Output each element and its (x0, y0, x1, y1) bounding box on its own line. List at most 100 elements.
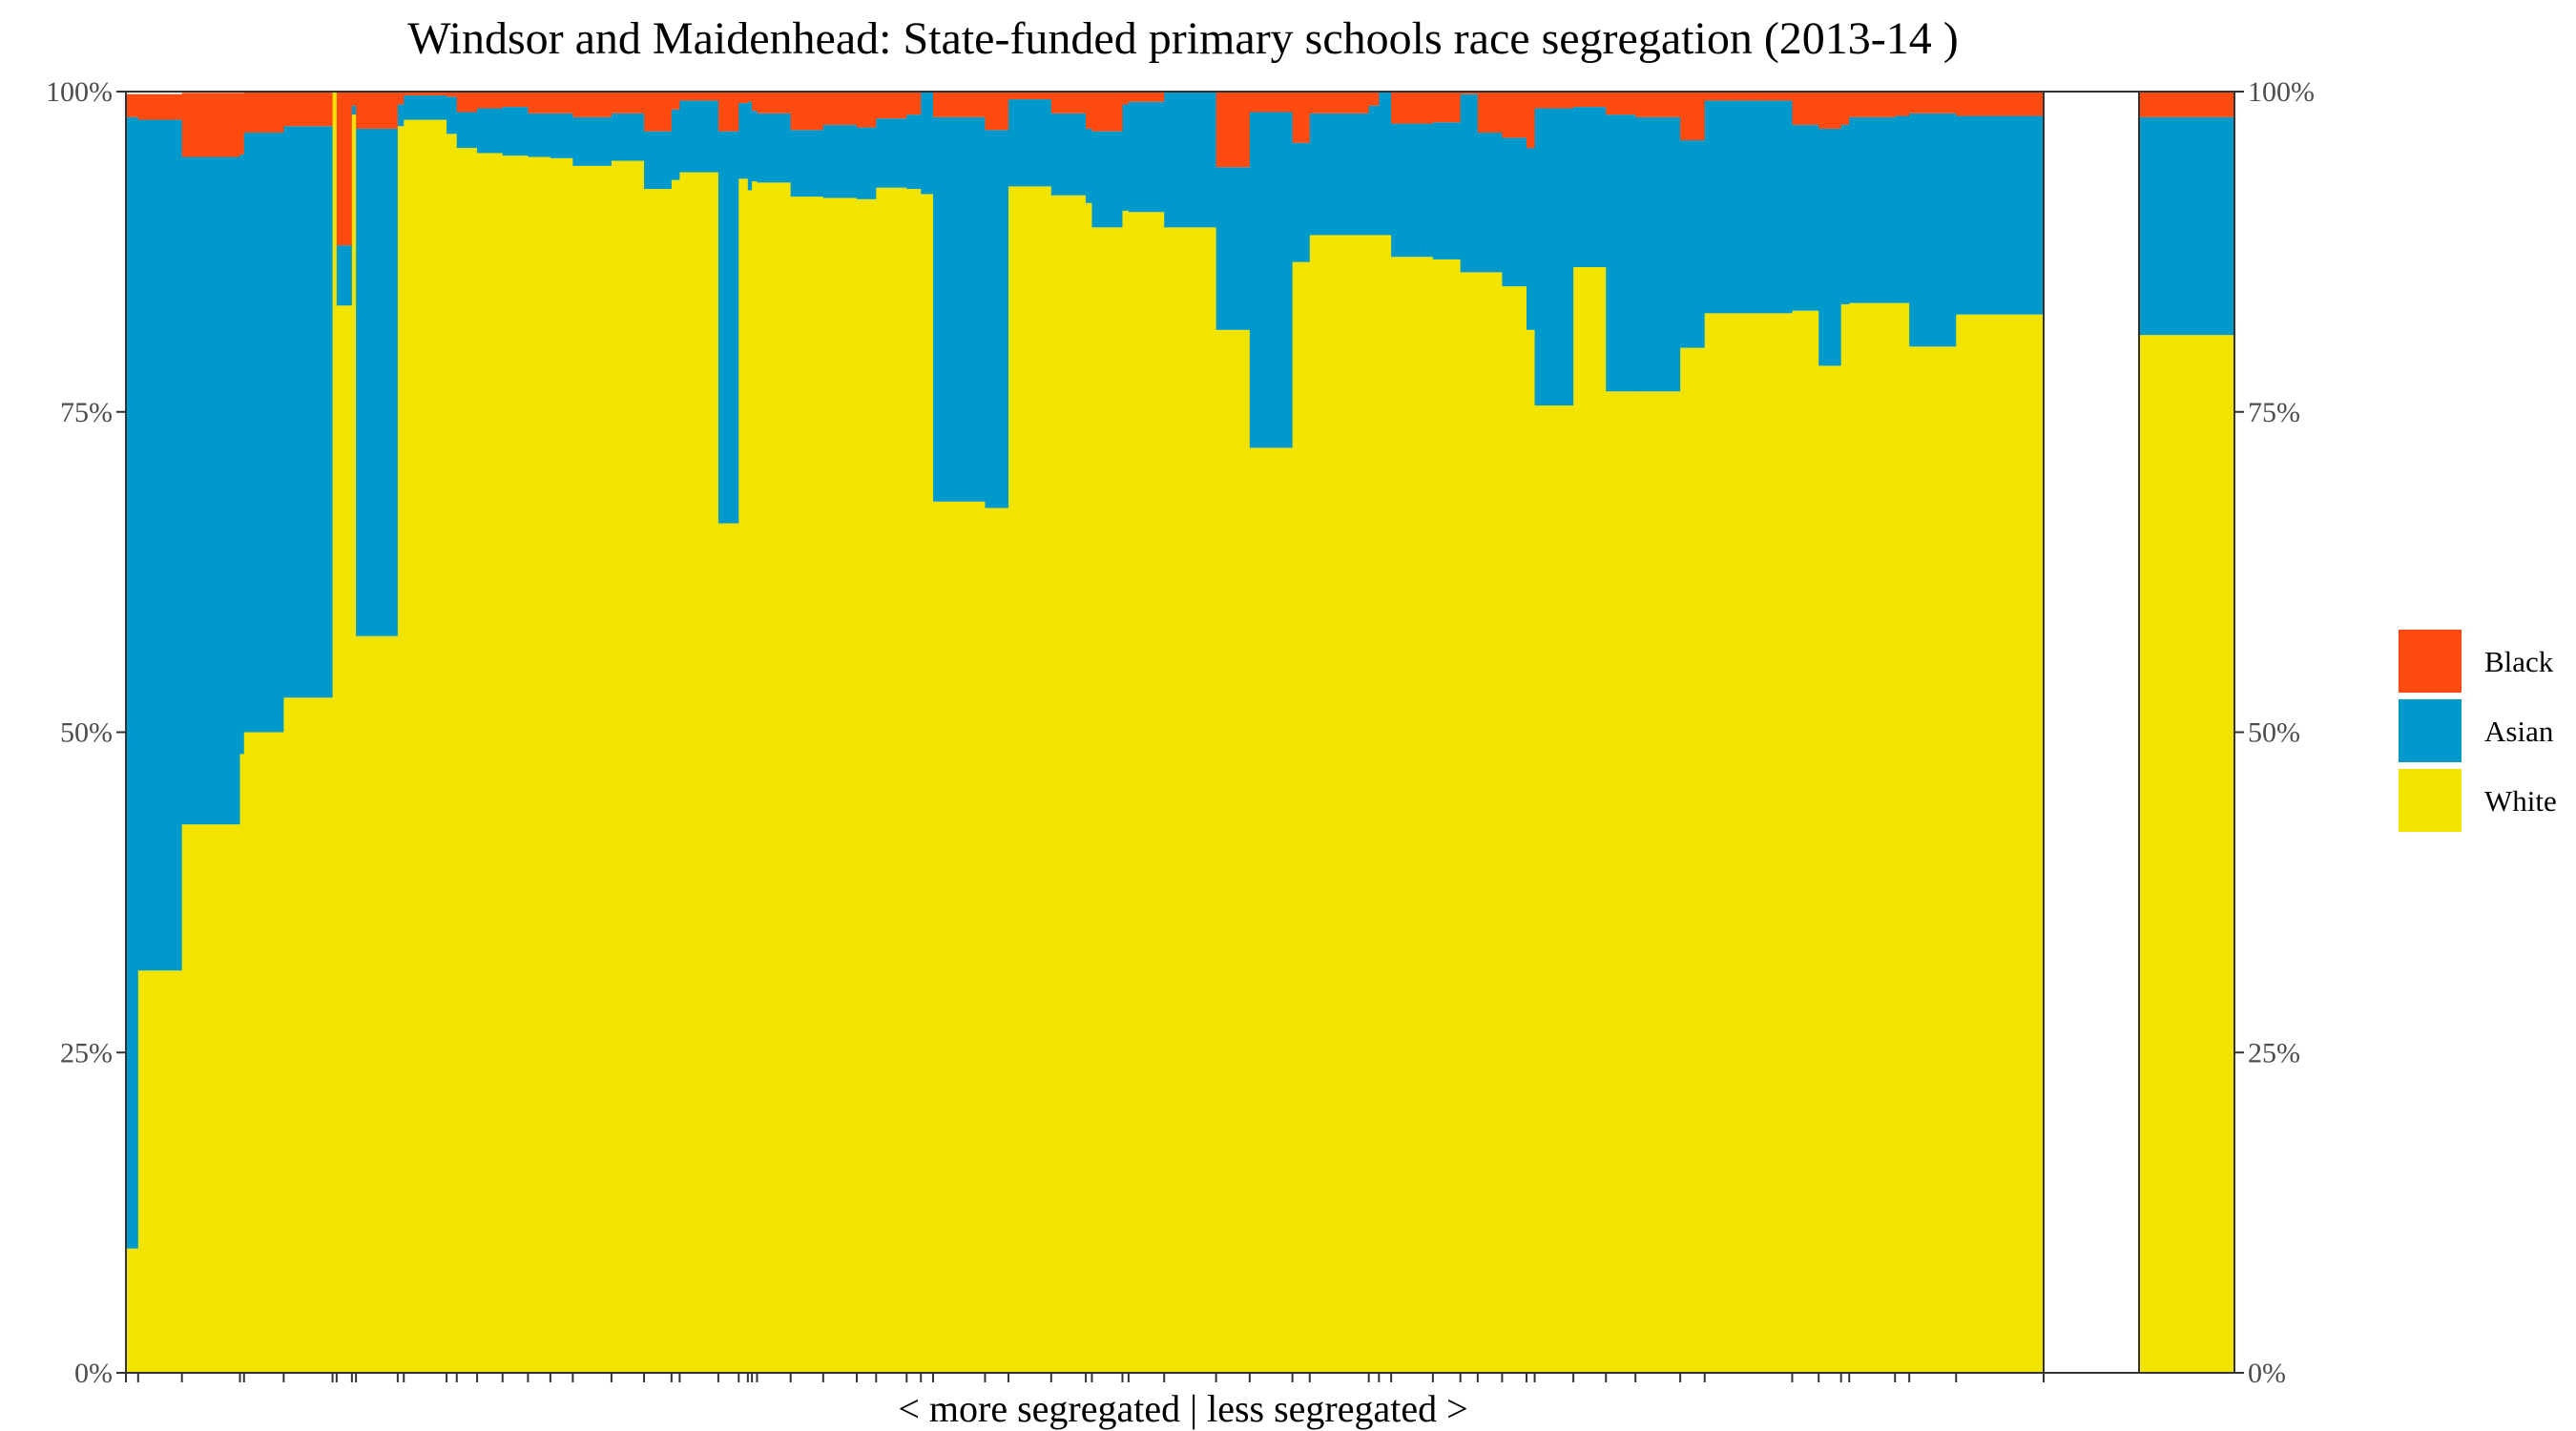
school-36-white-segment (985, 508, 1009, 1373)
school-37-white-segment (1008, 186, 1052, 1373)
school-10-white-segment (356, 635, 399, 1373)
school-51-white-segment (1432, 259, 1462, 1374)
school-58-black-segment (1606, 92, 1636, 115)
school-18-asian-segment (550, 113, 573, 158)
school-49-asian-segment (1379, 92, 1392, 236)
school-29-asian-segment (790, 130, 824, 197)
school-2-white-segment (137, 970, 183, 1373)
school-11-black-segment (397, 92, 405, 105)
school-58-white-segment (1606, 391, 1636, 1373)
legend-swatch-asian (2399, 699, 2462, 762)
school-31-black-segment (857, 92, 877, 128)
school-14-asian-segment (456, 112, 478, 149)
school-54-asian-segment (1502, 137, 1527, 287)
school-39-white-segment (1086, 202, 1093, 1374)
school-23-white-segment (679, 172, 719, 1374)
school-27-asian-segment (752, 111, 758, 182)
school-12-white-segment (404, 119, 447, 1373)
school-67-asian-segment (1909, 113, 1957, 347)
school-37-black-segment (1008, 92, 1052, 100)
school-20-white-segment (611, 160, 645, 1373)
school-17-white-segment (528, 156, 551, 1374)
x-axis-label: < more segregated | less segregated > (898, 1387, 1467, 1430)
legend-label-white: White (2484, 784, 2557, 818)
school-2-black-segment (137, 93, 183, 120)
y-tick-label-right: 0% (2248, 1358, 2286, 1389)
school-64-black-segment (1840, 92, 1850, 125)
school-45-asian-segment (1249, 112, 1294, 448)
school-57-asian-segment (1573, 107, 1607, 268)
school-24-asian-segment (717, 131, 739, 524)
school-40-white-segment (1091, 227, 1124, 1374)
school-23-black-segment (679, 92, 719, 101)
school-13-white-segment (447, 134, 458, 1373)
school-26-white-segment (747, 190, 753, 1373)
school-14-white-segment (456, 148, 478, 1374)
school-63-asian-segment (1818, 128, 1842, 366)
school-1-black-segment (126, 93, 139, 117)
school-59-black-segment (1635, 92, 1681, 117)
school-36-asian-segment (985, 130, 1009, 508)
school-6-black-segment (283, 92, 334, 127)
school-38-black-segment (1050, 92, 1087, 114)
y-tick-label-right: 100% (2248, 76, 2315, 108)
school-44-white-segment (1215, 329, 1251, 1373)
school-66-white-segment (1895, 302, 1910, 1374)
school-36-black-segment (985, 92, 1009, 131)
school-59-white-segment (1635, 391, 1681, 1373)
school-6-asian-segment (283, 126, 334, 698)
school-4-black-segment (239, 93, 245, 155)
school-65-black-segment (1849, 92, 1896, 117)
school-10-asian-segment (356, 128, 399, 636)
school-60-asian-segment (1680, 140, 1706, 348)
school-22-white-segment (671, 179, 680, 1373)
school-25-black-segment (738, 92, 749, 104)
school-48-white-segment (1368, 235, 1380, 1373)
school-30-black-segment (822, 92, 858, 125)
school-57-white-segment (1573, 266, 1607, 1373)
school-21-black-segment (644, 92, 673, 132)
school-47-white-segment (1309, 235, 1370, 1373)
school-54-black-segment (1502, 92, 1527, 138)
school-27-white-segment (752, 181, 758, 1373)
school-19-white-segment (572, 165, 613, 1373)
school-15-asian-segment (477, 108, 504, 154)
school-63-black-segment (1818, 92, 1842, 129)
school-63-white-segment (1818, 365, 1842, 1373)
school-41-asian-segment (1122, 104, 1130, 211)
x-axis-ticks (125, 1373, 2045, 1382)
school-53-black-segment (1477, 92, 1504, 133)
school-32-white-segment (876, 187, 907, 1374)
school-51-asian-segment (1432, 122, 1462, 259)
school-35-white-segment (933, 501, 987, 1373)
school-32-asian-segment (876, 118, 907, 188)
school-53-asian-segment (1477, 132, 1504, 273)
school-21-white-segment (644, 189, 673, 1373)
y-tick-label-right: 50% (2248, 717, 2300, 749)
school-33-white-segment (906, 189, 922, 1373)
school-4-asian-segment (239, 154, 245, 755)
school-61-asian-segment (1704, 100, 1794, 314)
school-20-black-segment (611, 92, 645, 114)
school-12-asian-segment (404, 95, 447, 120)
school-60-black-segment (1680, 92, 1706, 141)
school-44-asian-segment (1215, 167, 1251, 330)
school-64-white-segment (1840, 303, 1850, 1374)
legend-swatch-white (2399, 769, 2462, 832)
school-11-white-segment (397, 126, 405, 1373)
legend-swatch-black (2399, 630, 2462, 693)
school-68-asian-segment (1956, 115, 2045, 315)
school-52-asian-segment (1460, 93, 1479, 273)
school-9-black-segment (351, 92, 357, 106)
school-67-black-segment (1909, 92, 1957, 114)
school-16-asian-segment (502, 107, 530, 156)
school-bars (126, 92, 2045, 1374)
y-axis-right: 0% 25% 50% 75% 100% (2234, 76, 2315, 1389)
school-31-white-segment (857, 198, 877, 1373)
school-47-asian-segment (1309, 113, 1370, 236)
school-25-asian-segment (738, 103, 749, 179)
school-3-white-segment (181, 824, 241, 1373)
school-50-white-segment (1391, 257, 1434, 1373)
school-45-black-segment (1249, 92, 1294, 113)
school-37-asian-segment (1008, 99, 1052, 187)
